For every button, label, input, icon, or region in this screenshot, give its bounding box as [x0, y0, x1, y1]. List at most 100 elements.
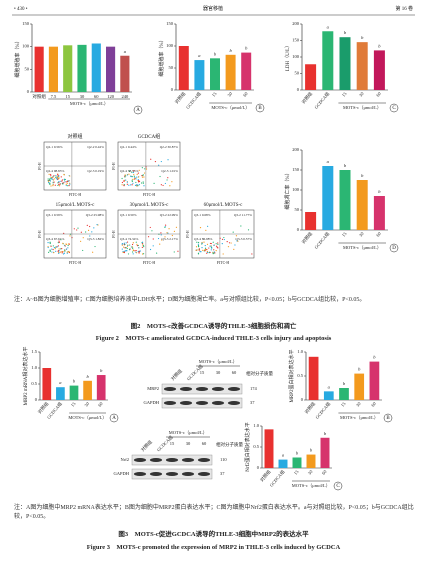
flow-dot	[61, 180, 63, 182]
bar	[369, 361, 380, 400]
flow-dot	[85, 231, 87, 233]
flow-dot	[57, 245, 59, 247]
blot-band	[163, 401, 177, 405]
flow-dot	[68, 251, 70, 253]
flow-dot	[55, 177, 58, 179]
significance-label: b	[358, 367, 361, 372]
bar	[320, 437, 330, 468]
flow-dot	[58, 241, 60, 244]
flow-dot	[50, 177, 53, 180]
flow-dot	[122, 250, 124, 253]
significance-label: a	[198, 53, 201, 58]
blot-mw: 37	[220, 471, 225, 476]
flow-dot	[137, 250, 139, 252]
significance-label: a	[327, 159, 330, 164]
y-tick-label: 150	[292, 38, 300, 43]
panel-letter: C	[336, 484, 340, 489]
flow-dot	[62, 253, 65, 255]
flow-dot	[93, 227, 95, 229]
flow-dot	[144, 168, 146, 170]
bar	[305, 64, 317, 90]
flow-dot	[197, 249, 199, 251]
flow-dot	[137, 244, 139, 247]
flow-dot	[61, 248, 63, 250]
y-tick-label: 200	[292, 21, 300, 26]
group-label: MOTS-c（μmol/L）	[340, 415, 378, 420]
flow-dot	[210, 245, 212, 247]
flow-dot	[164, 236, 166, 238]
y-tick-label: 150	[166, 21, 174, 26]
flow-dot	[198, 246, 200, 248]
blot-band	[197, 472, 211, 476]
significance-label: b	[310, 448, 313, 453]
blot-band	[149, 472, 163, 476]
flow-dot	[177, 250, 179, 252]
flow-dot	[125, 250, 127, 252]
flow-dot	[234, 244, 236, 246]
flow-dot	[138, 252, 140, 254]
blot-band	[227, 387, 241, 391]
flow-dot	[204, 247, 207, 249]
x-tick-label: 60	[370, 401, 377, 408]
quadrant-label: Q3-3 1.82%	[87, 237, 104, 241]
bar	[322, 166, 334, 230]
significance-label: b	[229, 48, 232, 53]
flow-y-label: PI-H	[112, 230, 116, 238]
flow-dot	[132, 253, 134, 255]
flow-dot	[142, 253, 145, 255]
flow-label: 30μmol/L MOTS-c	[130, 203, 170, 208]
flow-dot	[204, 244, 206, 247]
flow-dot	[58, 248, 60, 250]
flow-x-label: FITC-H	[217, 261, 229, 265]
flow-dot	[132, 178, 134, 181]
y-tick-label: 1.0	[31, 365, 37, 370]
flow-dot	[82, 249, 84, 252]
bar	[323, 391, 334, 400]
x-tick-label: GCDCA组	[45, 400, 63, 420]
x-tick-label: 30	[80, 94, 85, 99]
flow-dot	[49, 183, 51, 185]
flow-dot	[94, 245, 96, 248]
x-tick-label: 15	[65, 94, 70, 99]
panel-letter-circle	[333, 481, 343, 491]
flow-dot	[58, 184, 60, 186]
flow-dot	[162, 184, 164, 187]
flow-dot	[215, 245, 218, 247]
flow-dot	[154, 160, 157, 163]
flow-dot	[136, 185, 138, 187]
flow-dot	[141, 167, 143, 169]
flow-dot	[135, 181, 137, 184]
flow-dot	[54, 178, 56, 180]
flow-dot	[65, 183, 67, 185]
flow-dot	[82, 237, 84, 239]
flow-dot	[67, 247, 69, 249]
flow-dot	[206, 251, 209, 254]
significance-label: b	[344, 163, 347, 168]
blot-band	[197, 458, 211, 462]
flow-x-label: FITC-H	[143, 261, 155, 265]
panel-letter: B	[258, 106, 262, 111]
flow-dot	[151, 230, 153, 232]
flow-dot	[67, 185, 69, 187]
flow-label: 对照组	[67, 133, 82, 140]
flow-dot	[125, 242, 127, 244]
flow-dot	[52, 179, 55, 181]
flow-dot	[143, 185, 145, 187]
flow-dot	[80, 240, 82, 242]
y-tick-label: 0	[35, 397, 38, 402]
flow-dot	[126, 183, 128, 185]
flow-dot	[55, 246, 57, 248]
flow-dot	[132, 242, 134, 244]
flow-dot	[63, 252, 66, 254]
x-tick-label: GCDCA组	[268, 468, 286, 488]
flow-dot	[63, 182, 65, 184]
flow-dot	[59, 183, 61, 185]
bar	[308, 356, 319, 400]
quadrant-label: Q3-1 0.50%	[120, 213, 137, 217]
flow-dot	[198, 249, 201, 251]
flow-dot	[123, 246, 125, 248]
flow-dot	[141, 176, 144, 178]
flow-dot	[54, 184, 56, 186]
y-tick-label: 0	[257, 465, 260, 470]
flow-dot	[52, 177, 54, 179]
